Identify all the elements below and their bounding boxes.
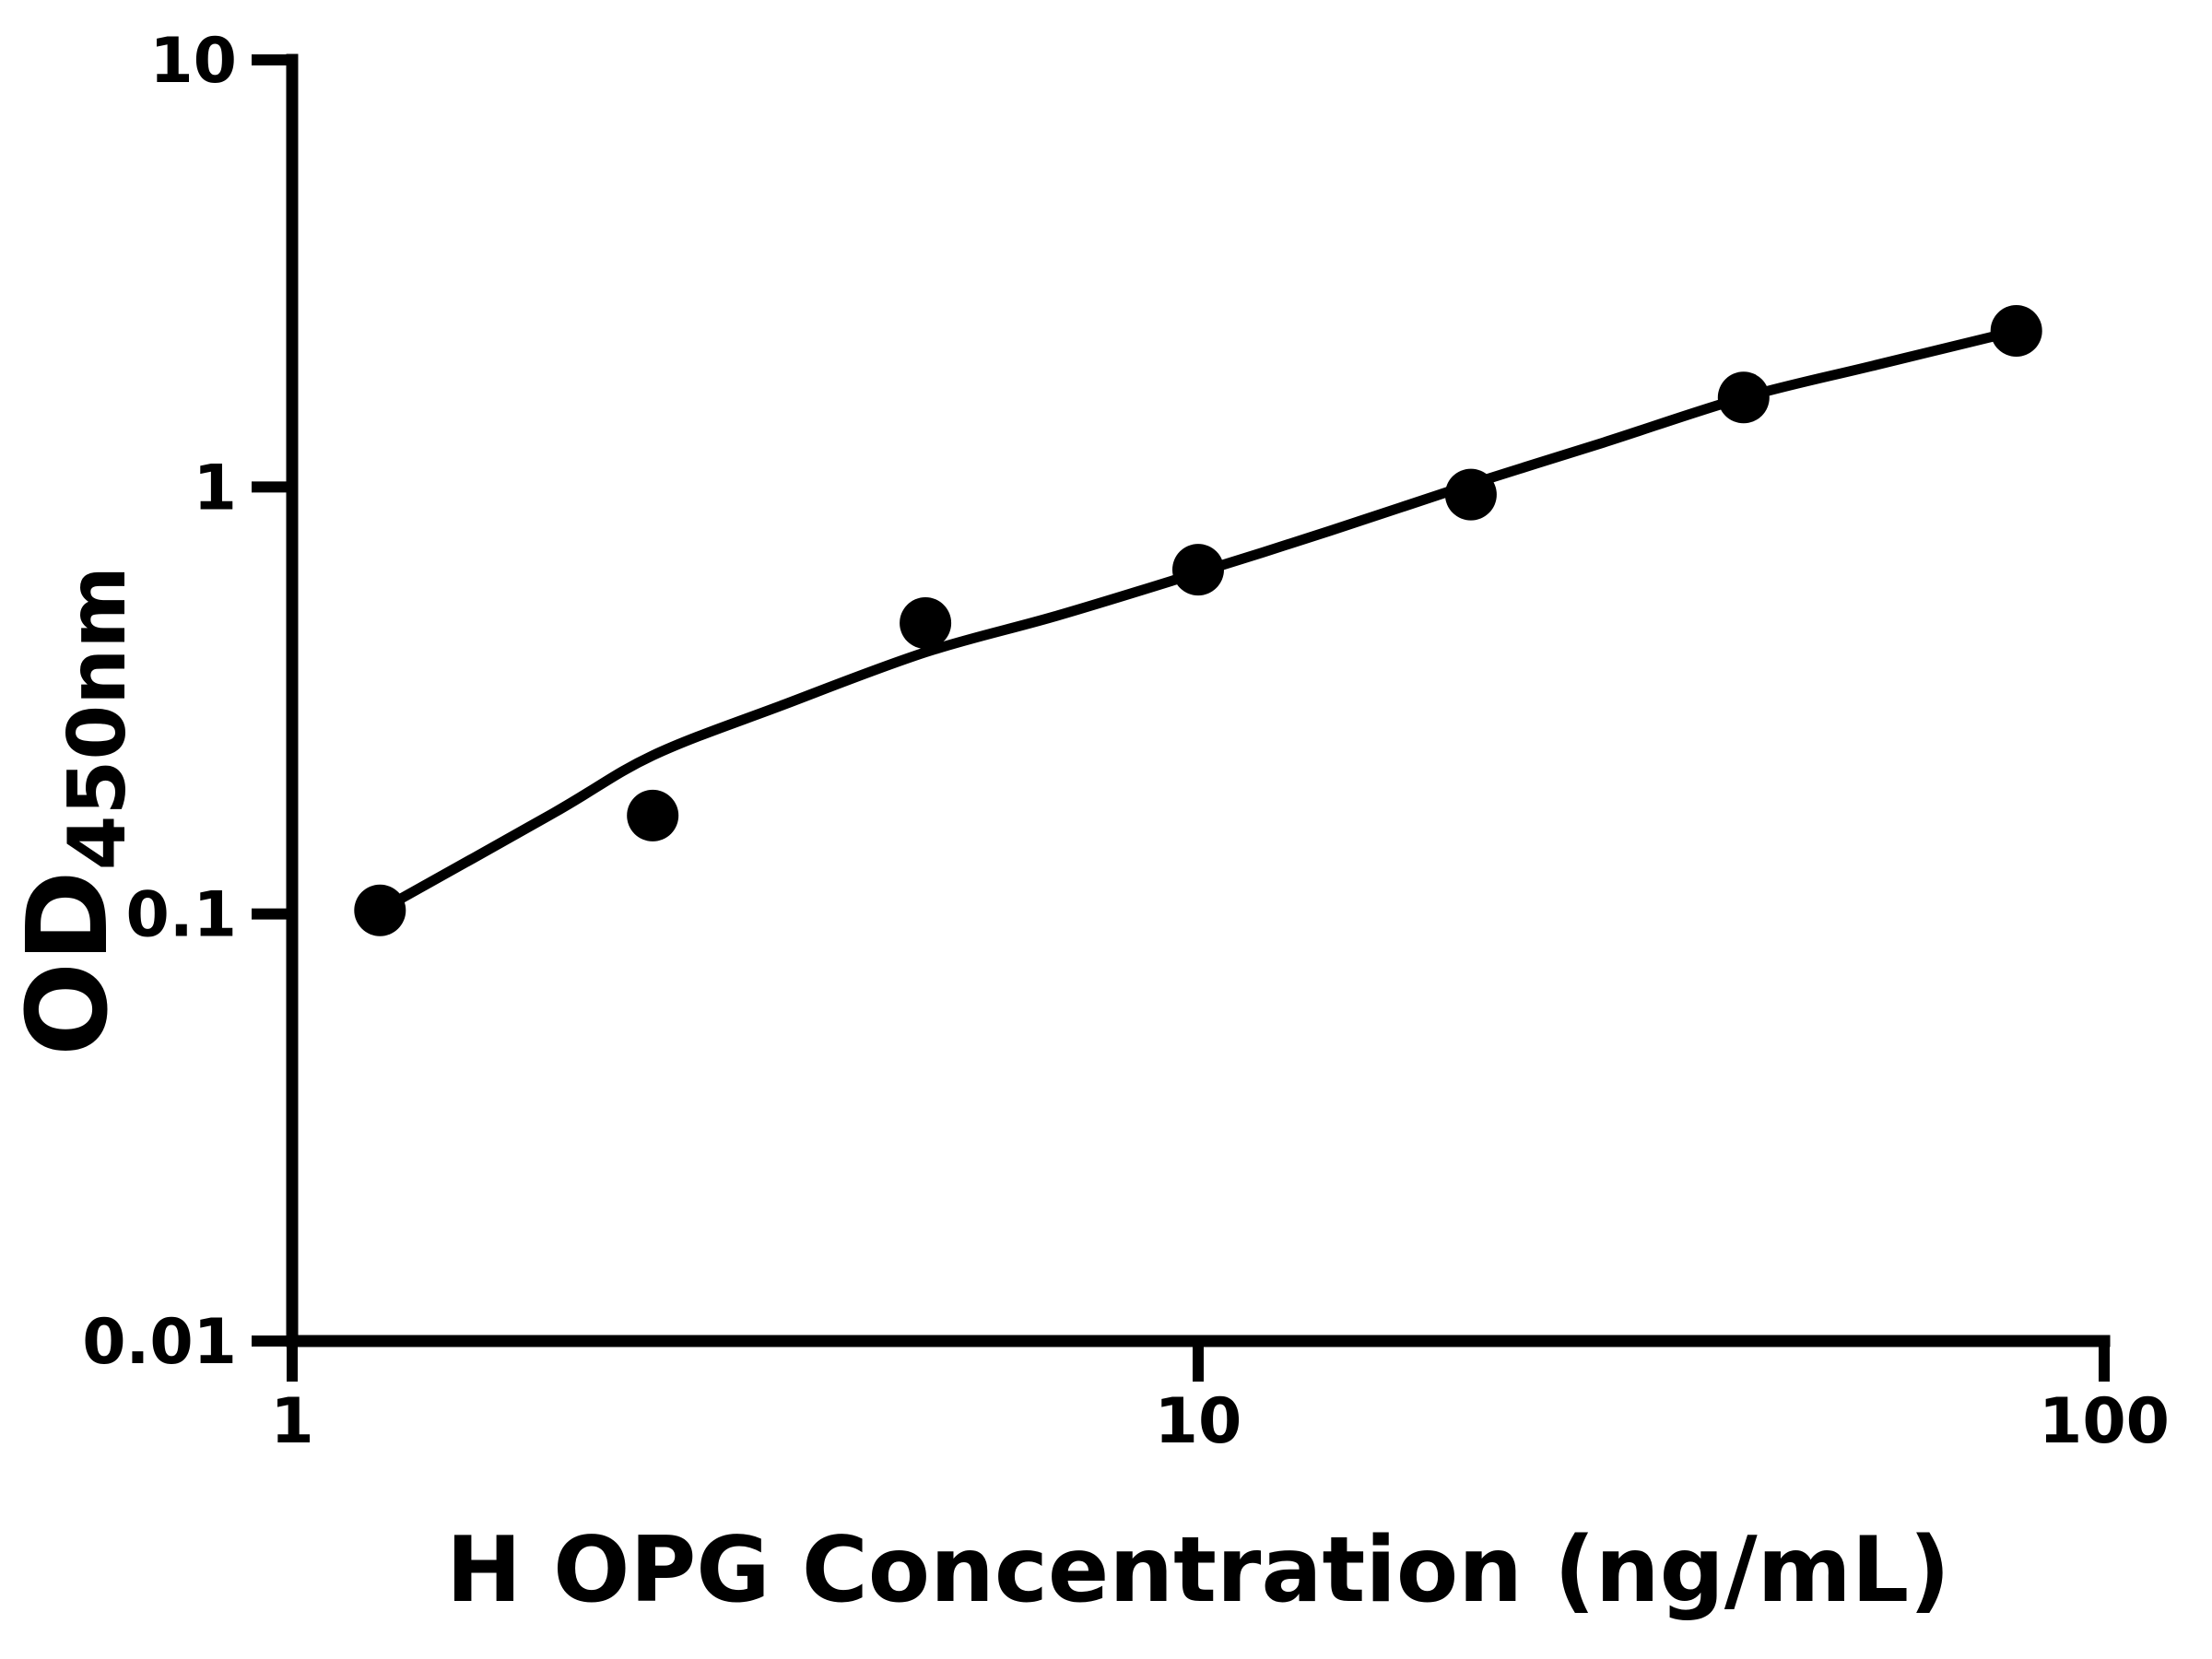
fitted-curve bbox=[374, 325, 2022, 916]
x-axis-ticks: 1 10 100 bbox=[270, 1347, 2170, 1458]
y-axis-title-main: OD bbox=[5, 870, 133, 1056]
y-tick-label-1: 1 bbox=[194, 452, 237, 524]
data-point-marker bbox=[1172, 544, 1224, 596]
x-axis-title: H OPG Concentration (ng/mL) bbox=[446, 1518, 1950, 1623]
data-point-marker bbox=[1444, 468, 1497, 521]
y-tick-label-0.01: 0.01 bbox=[82, 1306, 237, 1379]
x-tick-label-1: 1 bbox=[270, 1385, 313, 1458]
data-point-marker bbox=[1990, 305, 2042, 357]
x-tick-label-100: 100 bbox=[2039, 1385, 2170, 1458]
data-points-group bbox=[354, 305, 2042, 936]
y-axis-ticks: 10 1 0.1 0.01 bbox=[82, 25, 287, 1379]
data-point-marker bbox=[1717, 371, 1770, 424]
y-axis-title: OD450nm bbox=[5, 566, 144, 1056]
y-tick-label-0.1: 0.1 bbox=[126, 879, 237, 952]
fitted-curve-group bbox=[374, 325, 2022, 916]
y-axis-title-subscript: 450nm bbox=[52, 566, 144, 870]
data-point-marker bbox=[900, 597, 952, 649]
data-point-marker bbox=[354, 884, 406, 936]
x-tick-label-10: 10 bbox=[1155, 1385, 1242, 1458]
data-point-marker bbox=[627, 789, 679, 841]
y-tick-label-10: 10 bbox=[149, 25, 237, 98]
